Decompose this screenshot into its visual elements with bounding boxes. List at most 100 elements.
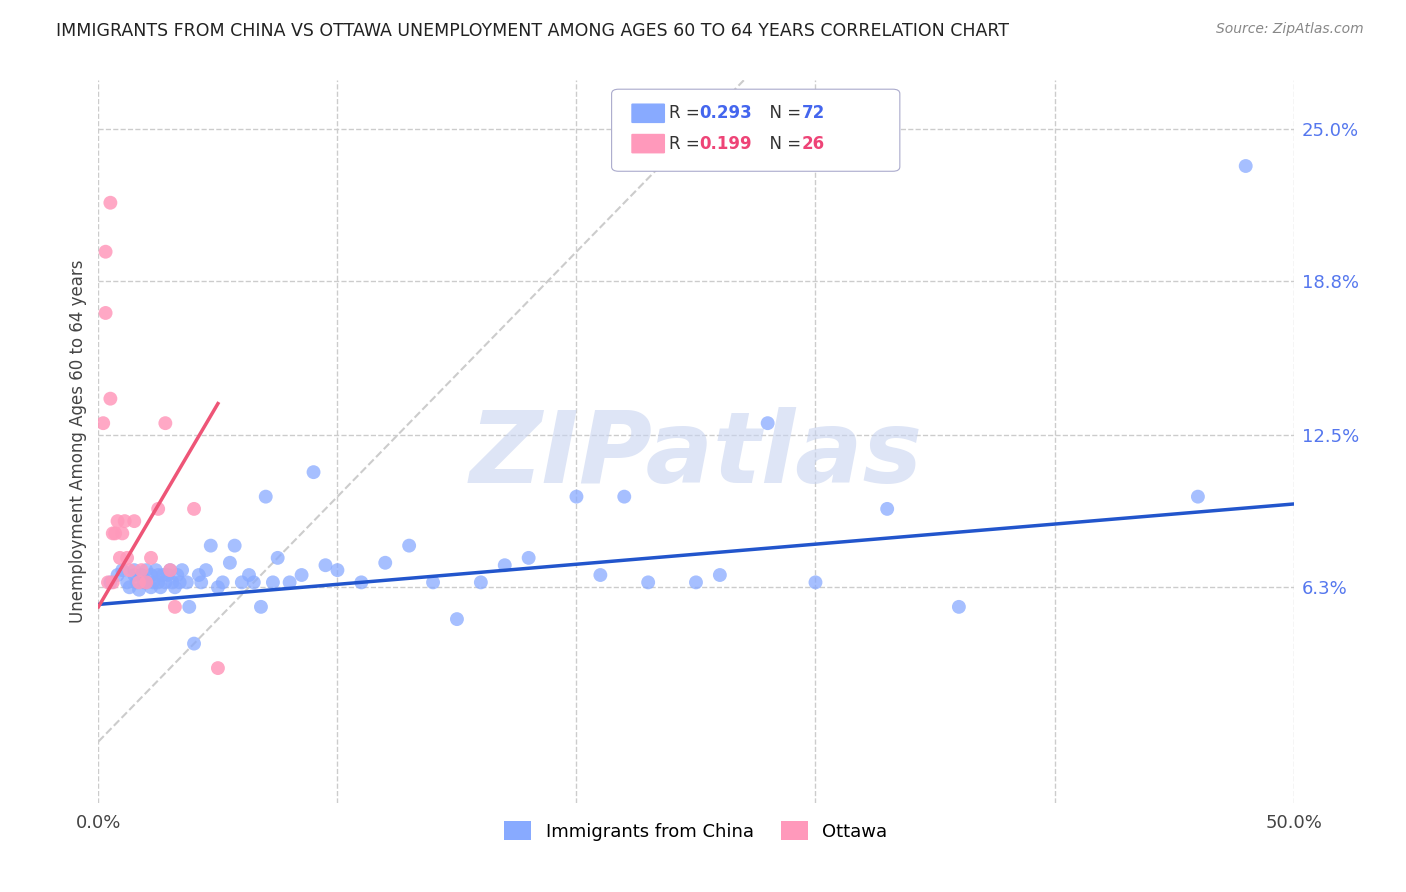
Point [97,575,120,590]
Point [709,568,731,582]
Point [132,575,155,590]
Point [948,599,970,614]
Point [267,550,290,565]
Point [187,568,209,582]
Point [291,568,314,582]
Point [172,563,194,577]
Point [118,580,141,594]
Point [224,539,246,553]
Point [211,575,233,590]
Point [169,575,191,590]
Point [108,550,131,565]
Point [135,575,157,590]
Point [145,563,167,577]
Point [565,490,588,504]
Point [94,244,117,259]
Point [302,465,325,479]
Point [446,612,468,626]
Point [804,575,827,590]
Point [139,550,162,565]
Point [115,550,138,565]
Text: Source: ZipAtlas.com: Source: ZipAtlas.com [1216,22,1364,37]
Point [131,563,153,577]
Point [156,568,179,582]
Point [139,580,162,594]
Point [159,563,181,577]
Point [124,514,146,528]
Point [111,526,134,541]
Y-axis label: Unemployment Among Ages 60 to 64 years: Unemployment Among Ages 60 to 64 years [69,260,87,624]
Point [101,526,124,541]
Point [125,575,148,590]
Point [1187,490,1209,504]
Point [176,575,198,590]
Point [278,575,301,590]
Point [155,575,177,590]
Point [159,563,181,577]
Point [350,575,373,590]
Point [135,563,157,577]
Point [101,575,124,590]
Point [152,568,174,582]
Point [149,580,172,594]
Point [115,575,138,590]
Point [262,575,284,590]
Text: 72: 72 [801,104,825,122]
Point [207,580,229,594]
Legend: Immigrants from China, Ottawa: Immigrants from China, Ottawa [498,814,894,848]
Point [243,575,266,590]
Point [91,416,114,430]
Point [94,306,117,320]
Point [250,599,273,614]
Point [589,568,612,582]
Text: R =: R = [669,135,706,153]
Text: ZIPatlas: ZIPatlas [470,408,922,505]
Point [114,514,136,528]
Point [162,575,184,590]
Point [685,575,707,590]
Text: N =: N = [759,135,807,153]
Point [98,195,122,210]
Point [111,563,134,577]
Point [148,575,170,590]
Point [326,563,349,577]
Text: IMMIGRANTS FROM CHINA VS OTTAWA UNEMPLOYMENT AMONG AGES 60 TO 64 YEARS CORRELATI: IMMIGRANTS FROM CHINA VS OTTAWA UNEMPLOY… [56,22,1010,40]
Point [876,502,898,516]
Point [118,563,141,577]
Point [107,568,129,582]
Point [398,539,420,553]
Point [470,575,492,590]
Point [142,575,165,590]
Point [131,568,153,582]
Text: R =: R = [669,104,706,122]
Point [254,490,277,504]
Point [124,568,146,582]
Point [183,502,205,516]
Point [1234,159,1257,173]
Point [163,599,186,614]
Text: N =: N = [759,104,807,122]
Point [200,539,222,553]
Point [163,580,186,594]
Point [148,568,170,582]
Point [128,582,150,597]
Point [155,416,177,430]
Point [104,526,127,541]
Point [166,568,188,582]
Point [422,575,444,590]
Point [637,575,659,590]
Point [207,661,229,675]
Point [179,599,201,614]
Point [190,575,212,590]
Point [494,558,516,573]
Point [756,416,779,430]
Point [613,490,636,504]
Point [195,563,218,577]
Point [231,575,253,590]
Point [219,556,242,570]
Point [183,637,205,651]
Point [148,502,170,516]
Point [374,556,396,570]
Point [98,575,122,590]
Point [107,514,129,528]
